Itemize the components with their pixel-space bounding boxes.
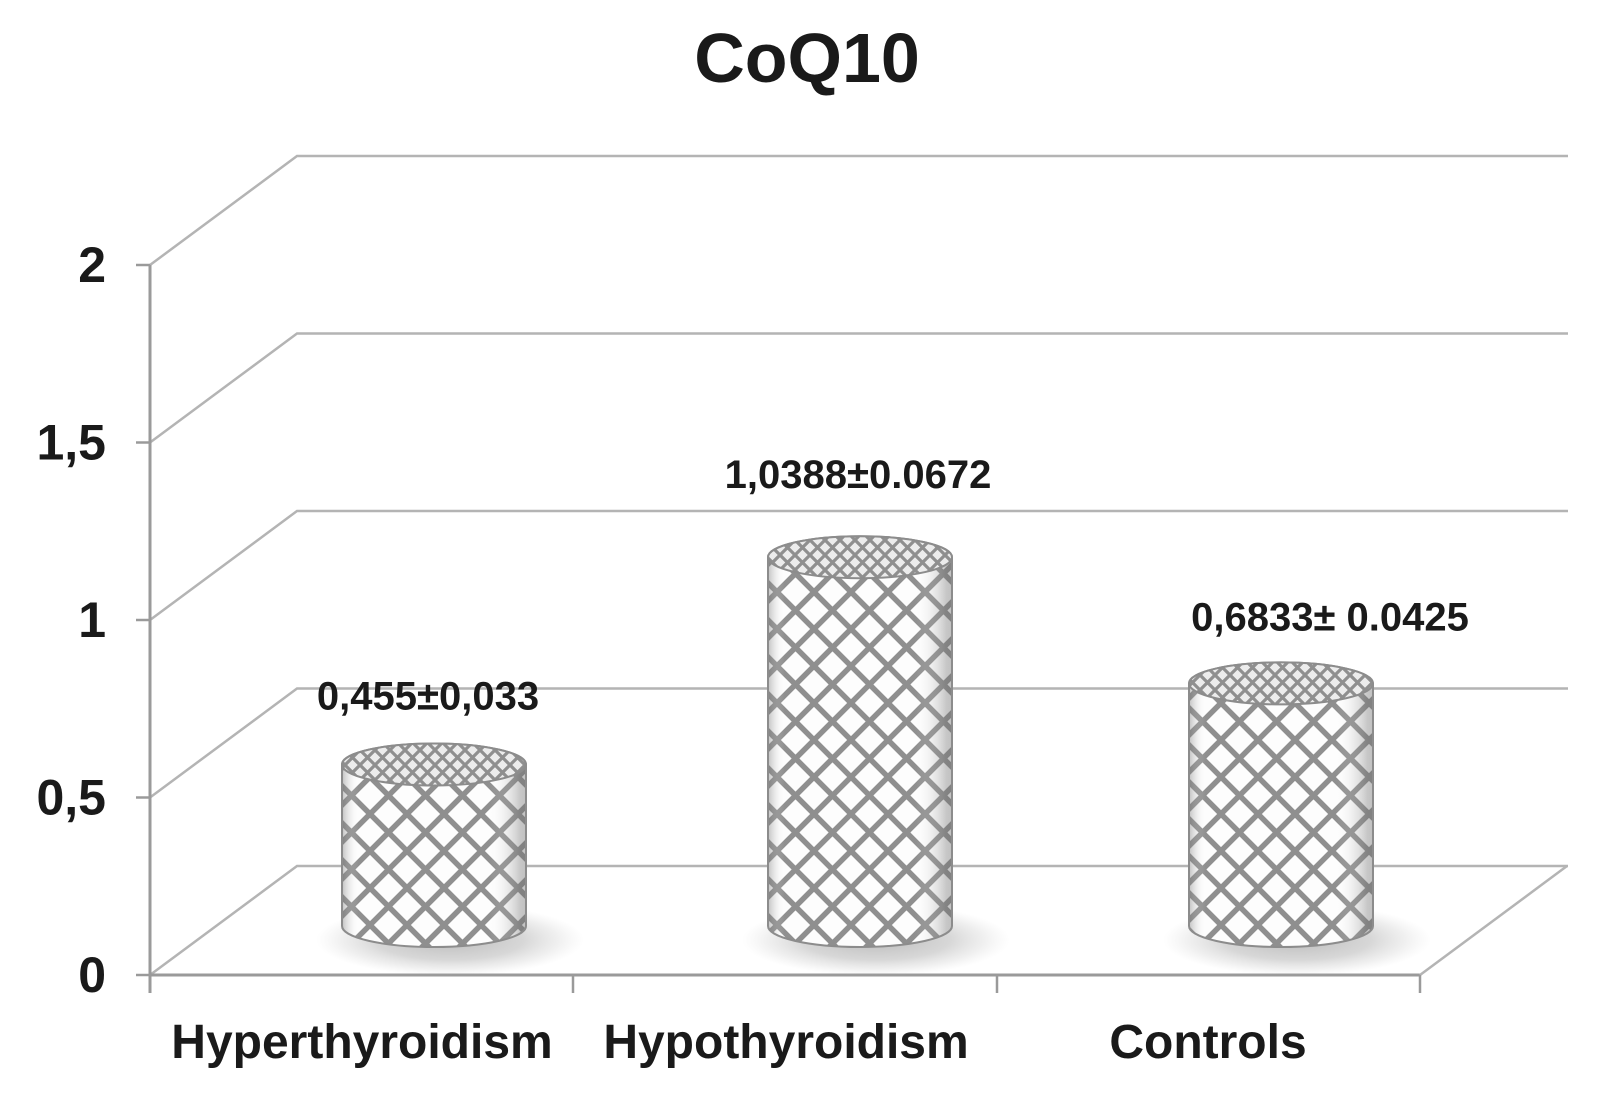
- y-tick-label-2: 1: [78, 592, 106, 648]
- y-tick-labels: 0 0,5 1 1,5 2: [36, 237, 106, 1003]
- bar-top: [767, 535, 953, 580]
- gridline: [149, 332, 1568, 444]
- y-tick-label-0: 0: [78, 947, 106, 1003]
- gridlines-layer: [149, 154, 1568, 977]
- bar-top: [341, 742, 527, 787]
- bar-top: [1188, 661, 1374, 706]
- category-label-hypothyroidism: Hypothyroidism: [603, 1016, 968, 1069]
- bar-cylinder-2: [1163, 661, 1431, 976]
- y-tick-label-3: 1,5: [36, 415, 106, 471]
- y-tick-label-1: 0,5: [36, 770, 106, 826]
- category-labels: Hyperthyroidism Hypothyroidism Controls: [171, 1016, 1306, 1069]
- bar-cylinder-0: [316, 742, 584, 976]
- bars-layer: [316, 535, 1431, 976]
- gridline: [149, 154, 1568, 267]
- value-label-hyperthyroidism: 0,455±0,033: [317, 674, 539, 718]
- value-label-controls: 0,6833± 0.0425: [1191, 595, 1469, 639]
- value-label-hypothyroidism: 1,0388±0.0672: [725, 453, 992, 497]
- bar-cylinder-1: [742, 535, 1010, 976]
- category-label-hyperthyroidism: Hyperthyroidism: [171, 1016, 552, 1069]
- gridline: [149, 687, 1568, 799]
- bar-body-shading: [342, 743, 526, 947]
- axes-layer: [136, 263, 1568, 993]
- chart-title: CoQ10: [694, 19, 920, 97]
- floor-right-edge: [1419, 864, 1568, 977]
- y-tick-label-4: 2: [78, 237, 106, 293]
- value-labels: 0,455±0,033 1,0388±0.0672 0,6833± 0.0425: [317, 453, 1469, 718]
- category-label-controls: Controls: [1109, 1016, 1306, 1069]
- gridline: [149, 864, 1568, 977]
- gridline: [149, 509, 1568, 622]
- bar-body-shading: [768, 536, 952, 947]
- bar-body-shading: [1189, 662, 1373, 947]
